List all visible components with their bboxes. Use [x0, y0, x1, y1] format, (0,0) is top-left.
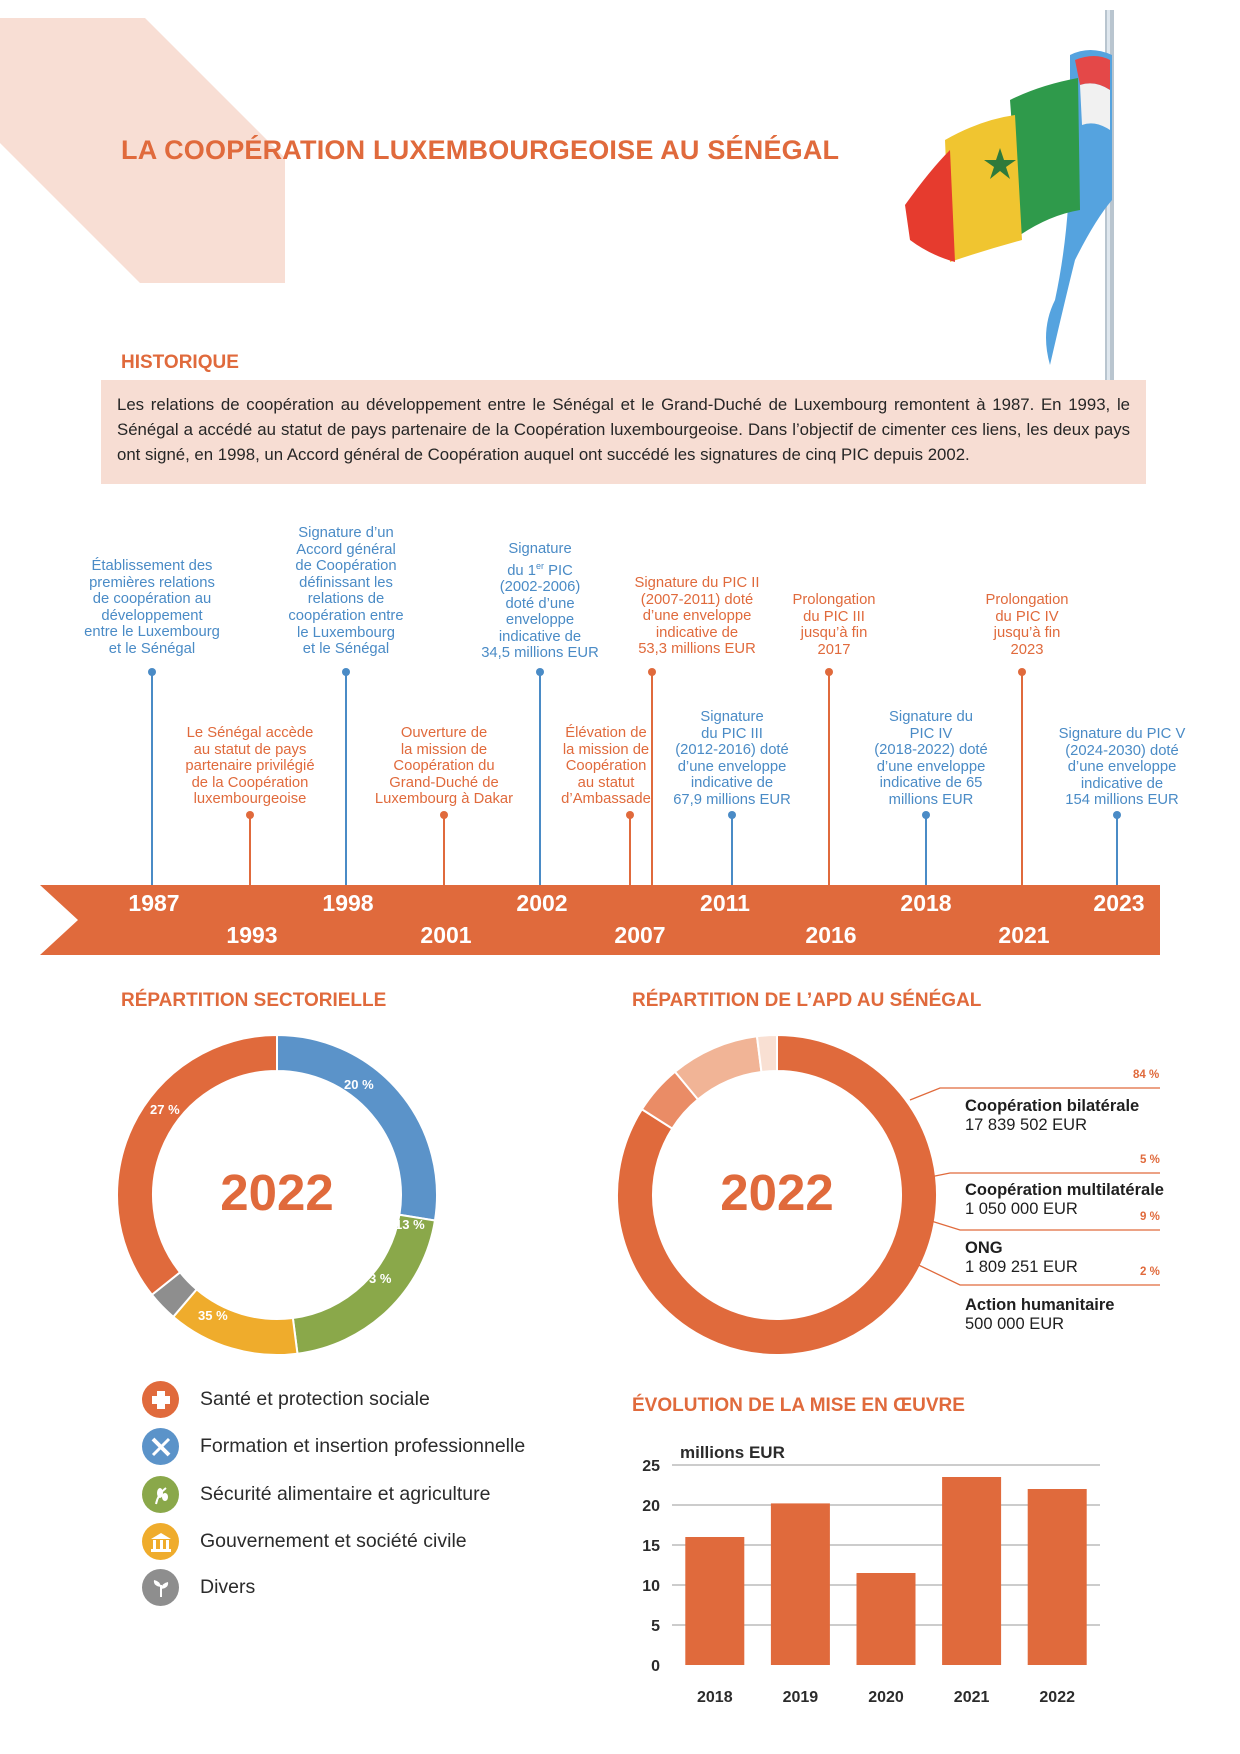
y-tick-label: 10: [642, 1578, 660, 1595]
apd-label-ong: ONG 1 809 251 EUR: [965, 1239, 1078, 1276]
apd-pct-ong: 9 %: [1140, 1211, 1160, 1223]
legend-divers: Divers: [142, 1569, 255, 1606]
event-1987: Établissement des premières relations de c…: [84, 558, 220, 657]
event-2023: Signature du PIC V (2024-2030) doté d’une …: [1058, 726, 1186, 809]
apd-pct-bilateral: 84 %: [1133, 1069, 1160, 1081]
tools-icon: [142, 1428, 179, 1465]
sectorielle-title: RÉPARTITION SECTORIELLE: [121, 990, 387, 1011]
apd-year: 2022: [720, 1164, 834, 1221]
event-2007-ambassade: Élévation de la mission de Coopération au s…: [561, 725, 651, 808]
apd-donut: [617, 1035, 937, 1355]
year-2002: 2002: [516, 890, 568, 916]
event-2007-pic2: Signature du PIC II (2007-2011) doté d’une…: [634, 575, 760, 658]
legend-formation: Formation et insertion professionnelle: [142, 1428, 525, 1465]
historique-title: HISTORIQUE: [121, 352, 239, 373]
apd-title: RÉPARTITION DE L’APD AU SÉNÉGAL: [632, 990, 982, 1011]
year-2018: 2018: [900, 890, 952, 916]
flag-illustration: [905, 10, 1114, 390]
health-cross-icon: [142, 1381, 179, 1418]
historique-text: Les relations de coopération au développ…: [101, 380, 1146, 484]
event-2016: Prolongation du PIC III jusqu’à fin 2017: [792, 592, 876, 658]
event-2018: Signature du PIC IV (2018-2022) doté d’une …: [874, 709, 988, 808]
event-2011: Signature du PIC III (2012-2016) doté d’une…: [673, 709, 791, 808]
year-2021: 2021: [998, 922, 1050, 948]
page-title: LA COOPÉRATION LUXEMBOURGEOISE AU SÉNÉGA…: [121, 135, 840, 165]
legend-sante: Santé et protection sociale: [142, 1381, 430, 1418]
bar-2022: [1027, 1489, 1087, 1665]
y-tick-label: 0: [651, 1658, 660, 1675]
legend-gouvernement: Gouvernement et société civile: [142, 1523, 467, 1560]
pct-label-20: 20 %: [344, 1077, 374, 1092]
pct-label-13: 13 %: [395, 1217, 425, 1232]
bar-2019: [770, 1503, 830, 1665]
pct-label-27: 27 %: [150, 1102, 180, 1117]
year-1987: 1987: [128, 890, 180, 916]
event-2002: Signature du 1er PIC (2002-2006) doté d’u…: [481, 541, 599, 662]
bar-2020: [856, 1573, 916, 1665]
sectorielle-slice-4: [117, 1035, 278, 1297]
year-2011: 2011: [700, 890, 750, 916]
apd-leader-lines: [901, 1087, 1160, 1286]
event-2021: Prolongation du PIC IV jusqu’à fin 2023: [985, 592, 1069, 658]
year-1998: 1998: [322, 890, 374, 916]
y-tick-label: 5: [651, 1618, 660, 1635]
y-tick-label: 25: [642, 1458, 660, 1475]
year-2016: 2016: [805, 922, 857, 948]
year-2007: 2007: [614, 922, 666, 948]
timeline-band: [40, 885, 1160, 955]
y-tick-label: 15: [642, 1538, 660, 1555]
chart-title: ÉVOLUTION DE LA MISE EN ŒUVRE: [632, 1395, 965, 1416]
sectorielle-donut: [117, 1035, 437, 1355]
apd-label-multilateral: Coopération multilatérale 1 050 000 EUR: [965, 1181, 1164, 1218]
pct-label-3: 3 %: [369, 1271, 392, 1286]
apd-label-humanitaire: Action humanitaire 500 000 EUR: [965, 1296, 1115, 1333]
event-2001: Ouverture de la mission de Coopération du G…: [374, 725, 514, 808]
pct-label-35: 35 %: [198, 1308, 228, 1323]
building-icon: [142, 1523, 179, 1560]
event-1993: Le Sénégal accède au statut de pays parten…: [185, 725, 315, 808]
x-tick-label: 2019: [783, 1689, 819, 1706]
apd-pct-humanitaire: 2 %: [1140, 1266, 1160, 1278]
header-decoration: [0, 18, 285, 283]
bar-2018: [685, 1537, 745, 1665]
legend-securite: Sécurité alimentaire et agriculture: [142, 1476, 490, 1513]
wheat-icon: [142, 1476, 179, 1513]
apd-slice-0: [617, 1035, 937, 1355]
year-2023: 2023: [1093, 890, 1145, 916]
sectorielle-year: 2022: [220, 1164, 334, 1221]
year-1993: 1993: [226, 922, 278, 948]
x-tick-label: 2020: [868, 1689, 904, 1706]
x-tick-label: 2022: [1039, 1689, 1075, 1706]
chart-ylabel: millions EUR: [680, 1443, 785, 1462]
x-tick-label: 2018: [697, 1689, 733, 1706]
apd-label-bilateral: Coopération bilatérale 17 839 502 EUR: [965, 1097, 1140, 1134]
event-1998: Signature d’un Accord général de Coopérati…: [288, 525, 404, 658]
year-2001: 2001: [420, 922, 472, 948]
apd-pct-multilateral: 5 %: [1140, 1154, 1160, 1166]
y-tick-label: 20: [642, 1498, 660, 1515]
bar-2021: [942, 1477, 1002, 1665]
leaf-icon: [142, 1569, 179, 1606]
x-tick-label: 2021: [954, 1689, 990, 1706]
timeline: [40, 668, 1160, 955]
apd-slice-3: [755, 1035, 778, 1074]
